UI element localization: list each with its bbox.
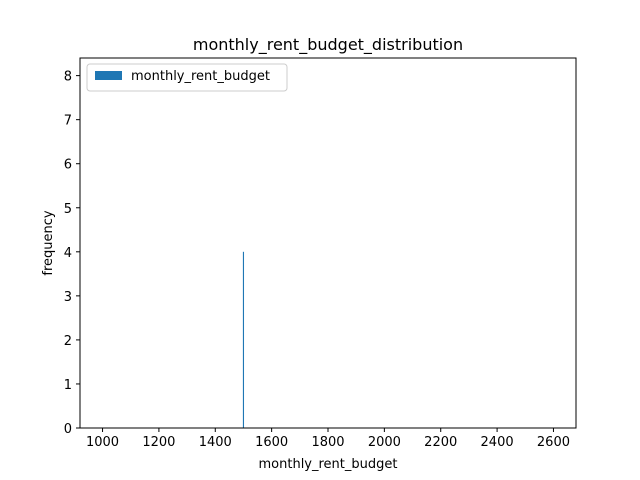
y-tick-label: 3 [64,290,72,305]
x-tick-label: 2400 [481,435,514,450]
y-axis-ticks: 0 1 2 3 4 5 6 7 8 [64,70,80,437]
y-tick-label: 5 [64,202,72,217]
x-tick-label: 1400 [199,435,232,450]
bars-layer [242,251,245,428]
chart-title: monthly_rent_budget_distribution [193,35,463,55]
x-axis-ticks: 1000 1200 1400 1600 1800 2000 2200 2400 2600 [86,428,570,450]
legend-label: monthly_rent_budget [131,69,270,84]
x-tick-label: 2600 [537,435,570,450]
y-tick-label: 1 [64,378,72,393]
y-tick-label: 4 [64,246,72,261]
x-tick-label: 2200 [424,435,457,450]
y-tick-label: 0 [64,422,72,437]
legend-swatch [95,71,122,80]
x-tick-label: 2000 [368,435,401,450]
y-tick-label: 8 [64,70,72,85]
y-axis-label: frequency [41,210,56,276]
legend-box [86,63,288,92]
x-tick-label: 1200 [142,435,175,450]
x-tick-label: 1000 [86,435,119,450]
y-tick-label: 2 [64,334,72,349]
legend: monthly_rent_budget [86,63,288,92]
x-tick-label: 1600 [255,435,288,450]
x-axis-label: monthly_rent_budget [259,457,398,472]
histogram-bar [242,251,245,428]
y-tick-label: 6 [64,158,72,173]
y-tick-label: 7 [64,114,72,129]
x-tick-label: 1800 [311,435,344,450]
